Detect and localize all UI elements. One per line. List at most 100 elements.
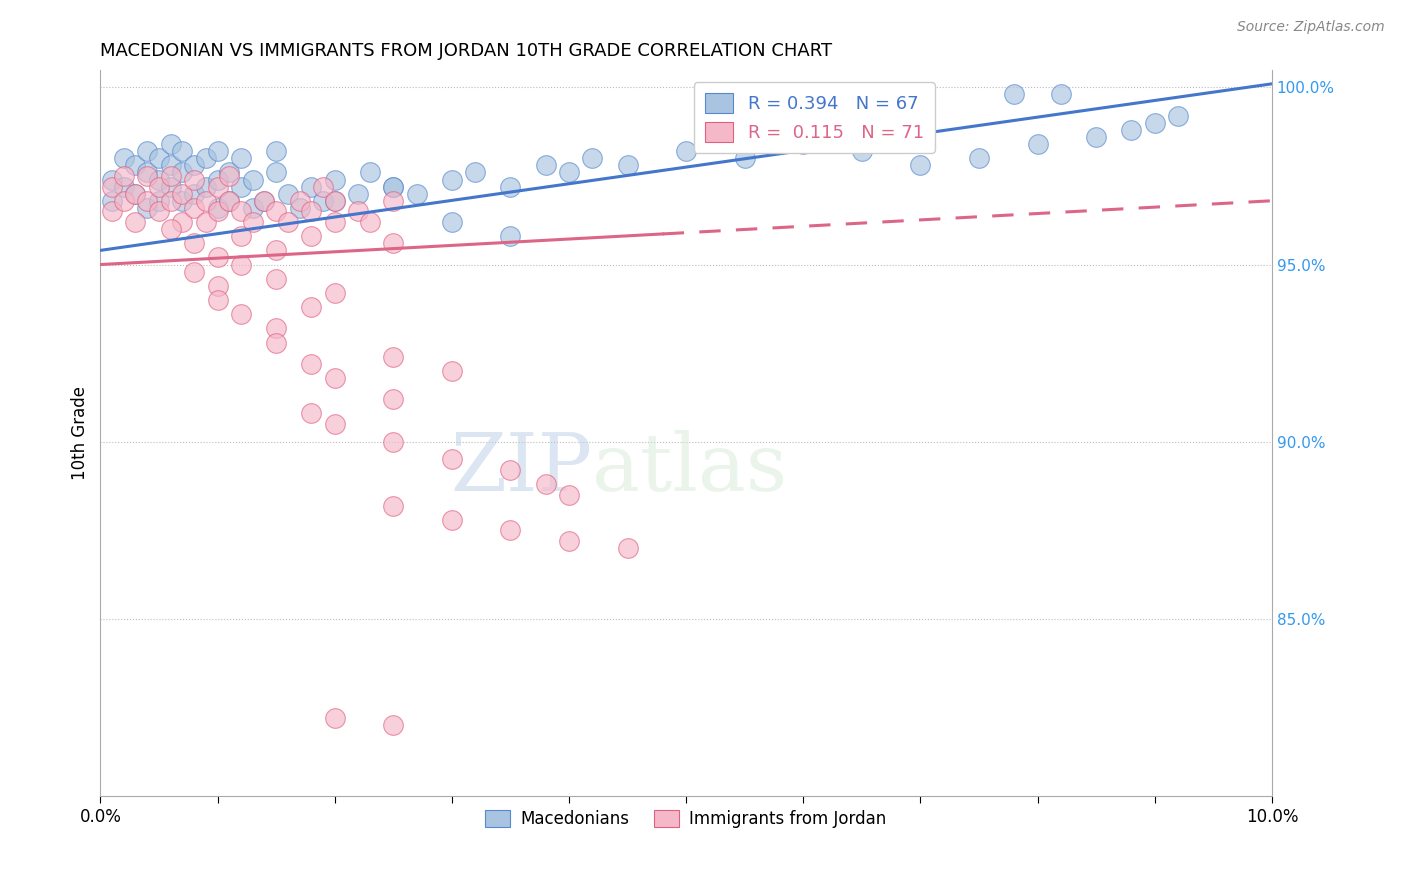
Y-axis label: 10th Grade: 10th Grade — [72, 386, 89, 480]
Point — [159, 194, 181, 208]
Point — [440, 452, 463, 467]
Point — [382, 499, 405, 513]
Point — [382, 434, 405, 449]
Point — [499, 179, 522, 194]
Point — [253, 194, 276, 208]
Point — [347, 204, 370, 219]
Point — [112, 179, 135, 194]
Point — [299, 357, 322, 371]
Point — [148, 204, 170, 219]
Point — [207, 251, 229, 265]
Point — [382, 194, 405, 208]
Point — [967, 151, 990, 165]
Point — [440, 364, 463, 378]
Point — [242, 201, 264, 215]
Point — [264, 335, 287, 350]
Point — [148, 172, 170, 186]
Point — [183, 265, 205, 279]
Point — [323, 711, 346, 725]
Text: atlas: atlas — [592, 430, 787, 508]
Text: Source: ZipAtlas.com: Source: ZipAtlas.com — [1237, 20, 1385, 34]
Point — [675, 144, 697, 158]
Point — [218, 194, 240, 208]
Point — [616, 158, 638, 172]
Point — [112, 194, 135, 208]
Point — [323, 285, 346, 300]
Point — [124, 186, 146, 201]
Point — [172, 215, 194, 229]
Point — [194, 151, 217, 165]
Point — [229, 229, 252, 244]
Point — [499, 229, 522, 244]
Point — [299, 229, 322, 244]
Point — [323, 417, 346, 431]
Point — [136, 201, 159, 215]
Point — [1143, 116, 1166, 130]
Point — [207, 201, 229, 215]
Point — [101, 179, 124, 194]
Point — [112, 151, 135, 165]
Point — [124, 158, 146, 172]
Point — [792, 137, 814, 152]
Point — [242, 172, 264, 186]
Point — [148, 151, 170, 165]
Point — [207, 172, 229, 186]
Point — [299, 179, 322, 194]
Point — [207, 144, 229, 158]
Point — [207, 278, 229, 293]
Point — [312, 194, 335, 208]
Point — [136, 169, 159, 183]
Point — [616, 541, 638, 555]
Point — [159, 222, 181, 236]
Point — [194, 179, 217, 194]
Point — [207, 179, 229, 194]
Point — [218, 169, 240, 183]
Point — [323, 371, 346, 385]
Point — [264, 271, 287, 285]
Point — [264, 144, 287, 158]
Point — [499, 524, 522, 538]
Point — [382, 350, 405, 364]
Point — [558, 533, 581, 548]
Point — [347, 186, 370, 201]
Point — [101, 172, 124, 186]
Point — [264, 244, 287, 258]
Point — [148, 179, 170, 194]
Point — [299, 406, 322, 420]
Point — [464, 165, 486, 179]
Point — [264, 165, 287, 179]
Point — [323, 215, 346, 229]
Point — [277, 215, 299, 229]
Point — [172, 165, 194, 179]
Point — [183, 236, 205, 251]
Point — [440, 172, 463, 186]
Point — [229, 307, 252, 321]
Point — [499, 463, 522, 477]
Point — [277, 186, 299, 201]
Point — [183, 186, 205, 201]
Point — [229, 179, 252, 194]
Point — [242, 215, 264, 229]
Point — [136, 165, 159, 179]
Point — [1050, 87, 1073, 102]
Point — [323, 172, 346, 186]
Point — [382, 236, 405, 251]
Point — [1167, 109, 1189, 123]
Point — [207, 293, 229, 307]
Point — [264, 321, 287, 335]
Point — [382, 392, 405, 407]
Point — [159, 158, 181, 172]
Point — [323, 194, 346, 208]
Text: MACEDONIAN VS IMMIGRANTS FROM JORDAN 10TH GRADE CORRELATION CHART: MACEDONIAN VS IMMIGRANTS FROM JORDAN 10T… — [100, 42, 832, 60]
Point — [124, 215, 146, 229]
Point — [359, 165, 381, 179]
Point — [183, 158, 205, 172]
Point — [253, 194, 276, 208]
Point — [218, 194, 240, 208]
Point — [1121, 123, 1143, 137]
Point — [734, 151, 756, 165]
Point — [323, 194, 346, 208]
Point — [194, 194, 217, 208]
Point — [534, 158, 557, 172]
Point — [558, 488, 581, 502]
